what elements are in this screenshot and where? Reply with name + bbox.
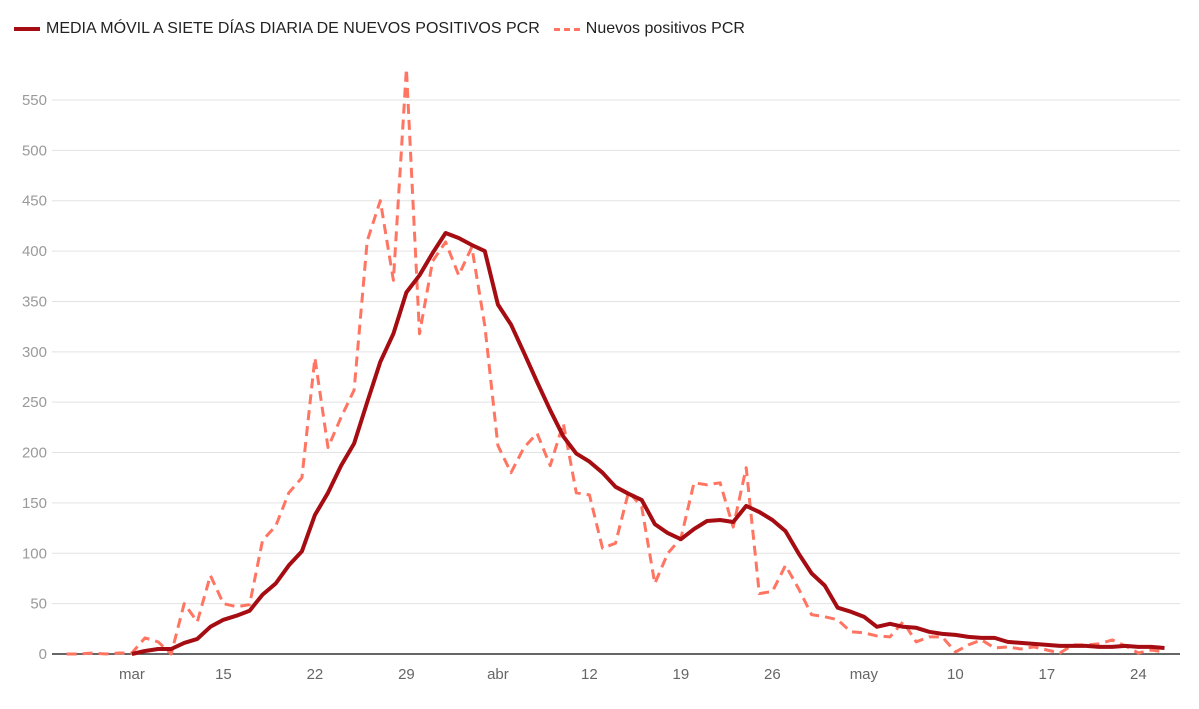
x-tick-label: 29 [398,666,415,683]
x-tick-label: 19 [673,666,690,683]
y-tick-label: 500 [22,142,47,159]
legend-label: Nuevos positivos PCR [585,20,745,37]
series-line-moving-average [131,231,1165,656]
legend-swatch-dashed [553,27,580,31]
x-tick-label: abr [487,666,509,683]
legend-swatch-solid [14,27,40,31]
series-line-new-positives [66,67,1165,656]
x-tick-label: 12 [581,666,598,683]
y-tick-label: 50 [30,596,47,613]
legend-item-moving-average[interactable]: MEDIA MÓVIL A SIETE DÍAS DIARIA DE NUEVO… [14,20,540,38]
y-tick-label: 350 [22,293,47,310]
x-tick-label: 17 [1039,666,1056,683]
y-tick-label: 400 [22,243,47,260]
legend-label: MEDIA MÓVIL A SIETE DÍAS DIARIA DE NUEVO… [46,20,540,37]
x-tick-label: mar [119,666,145,683]
x-tick-label: 22 [307,666,324,683]
y-tick-label: 550 [22,92,47,109]
y-tick-label: 450 [22,193,47,210]
y-tick-label: 200 [22,445,47,462]
y-tick-label: 250 [22,394,47,411]
y-tick-label: 150 [22,495,47,512]
x-tick-label: 26 [764,666,781,683]
x-tick-label: may [850,666,879,683]
y-tick-label: 300 [22,344,47,361]
x-tick-label: 10 [947,666,964,683]
x-tick-label: 24 [1130,666,1147,683]
y-tick-label: 100 [22,545,47,562]
legend-item-new-positives[interactable]: Nuevos positivos PCR [553,20,745,38]
legend: MEDIA MÓVIL A SIETE DÍAS DIARIA DE NUEVO… [14,20,755,38]
x-tick-label: 15 [215,666,232,683]
y-tick-label: 0 [39,646,47,663]
